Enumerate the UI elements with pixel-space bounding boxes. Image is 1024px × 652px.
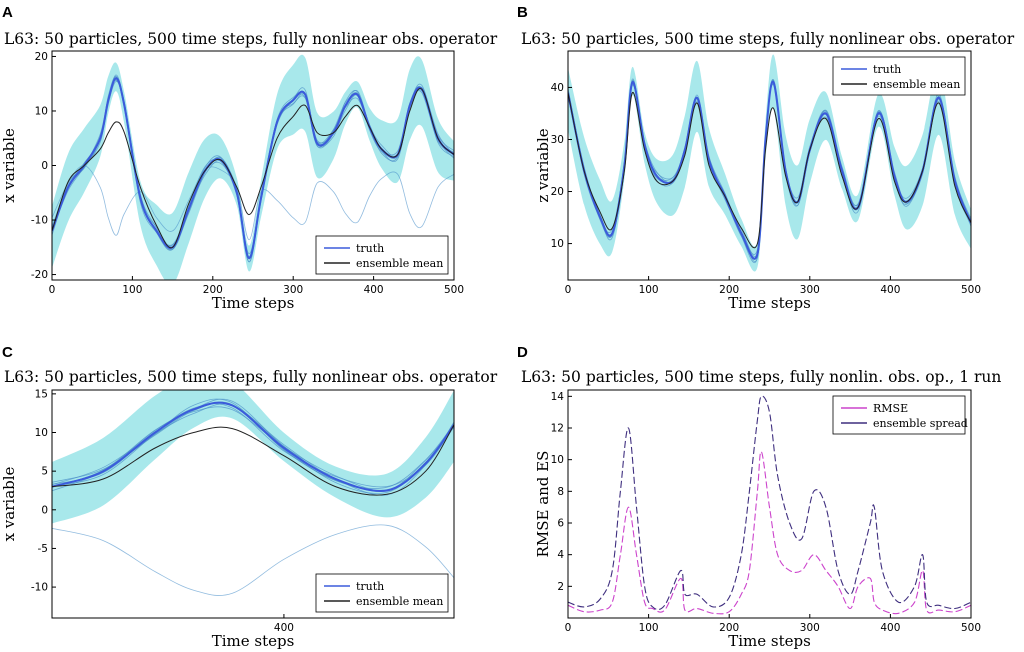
panel-a-title: L63: 50 particles, 500 time steps, fully…	[4, 30, 498, 48]
panel-d-spread-line	[568, 395, 971, 611]
panel-a-ytick-label-0: -20	[31, 269, 48, 281]
panel-d-xlabel: Time steps	[728, 632, 811, 650]
panel-c-ytick-label-3: 5	[41, 466, 48, 478]
panel-a-xtick-label-0: 0	[49, 284, 56, 296]
panel-a-mean-line	[52, 87, 454, 249]
panel-c-ytick-label-1: -5	[38, 543, 48, 555]
panel-a-legend: truth ensemble mean	[315, 235, 449, 275]
panel-d-plot-area	[568, 395, 971, 615]
panel-b-ylabel: z variable	[534, 128, 552, 202]
panel-b-legend-label-1: ensemble mean	[873, 78, 960, 91]
panel-d-ytick-label-6: 14	[551, 391, 565, 403]
panel-a-legend-label-1: ensemble mean	[356, 257, 443, 270]
panel-a-xtick-label-4: 400	[364, 284, 384, 296]
panel-b-xtick-label-1: 100	[639, 284, 659, 296]
panel-d-xtick-label-4: 400	[880, 622, 900, 634]
panel-a-legend-box	[315, 235, 449, 275]
panel-b-xtick-label-4: 400	[880, 284, 900, 296]
panel-a-ytick-label-1: -10	[31, 215, 48, 227]
panel-d-xtick-label-5: 500	[961, 622, 981, 634]
panel-b-mean-line	[568, 92, 971, 249]
panel-letter-b: B	[517, 4, 528, 21]
panel-c-mirror-branch	[52, 524, 454, 596]
panel-d-ylabel: RMSE and ES	[534, 451, 552, 558]
panel-a-xlabel: Time steps	[212, 294, 295, 312]
panel-b-xlabel: Time steps	[728, 294, 811, 312]
panel-c-ylabel: x variable	[0, 466, 18, 541]
panel-d-xtick-label-1: 100	[639, 622, 659, 634]
panel-d-xtick-label-2: 200	[719, 622, 739, 634]
panel-a-plot-area	[52, 54, 454, 280]
panel-a-ytick-label-3: 10	[35, 105, 48, 117]
panel-d-ytick-label-3: 8	[557, 486, 564, 498]
panel-b-legend-box	[832, 56, 966, 96]
panel-a-mirror-branch	[52, 165, 454, 241]
panel-a-plot: 0 100 200 300 400 500 -20 -10 0 10 20 Time steps x v…	[0, 50, 464, 312]
panel-b-axes-frame	[567, 50, 972, 281]
panel-c-title: L63: 50 particles, 500 time steps, fully…	[4, 368, 498, 386]
panel-c-ytick-label-5: 15	[35, 388, 48, 400]
panel-d-legend-label-1: ensemble spread	[873, 417, 968, 430]
panel-b-title: L63: 50 particles, 500 time steps, fully…	[521, 30, 1015, 48]
panel-b-ytick-label-3: 40	[551, 82, 564, 94]
panel-a-xtick-label-2: 200	[203, 284, 223, 296]
panel-c-axes-frame	[51, 389, 455, 619]
panel-d-legend: RMSE ensemble spread	[832, 395, 968, 435]
panel-d-plot: 0 100 200 300 400 500 2 4 6 8 10 12 14 Time steps RMSE…	[534, 389, 981, 650]
panel-b-legend-label-0: truth	[873, 63, 901, 76]
panel-a-ylabel: x variable	[0, 128, 18, 203]
panel-letter-a: A	[2, 4, 13, 21]
panel-d-ytick-label-1: 4	[557, 549, 564, 561]
panel-b-xtick-label-2: 200	[719, 284, 739, 296]
panel-c-plot: 400 -10 -5 0 5 10 15 Time steps x variable truth e…	[0, 388, 455, 650]
panel-a-ytick-label-4: 20	[35, 51, 48, 63]
panel-d-legend-label-0: RMSE	[873, 402, 908, 415]
panel-d-ytick-label-4: 10	[551, 454, 564, 466]
panel-d-title: L63: 50 particles, 500 time steps, fully…	[521, 368, 1002, 386]
panel-c-legend-box	[315, 573, 449, 613]
panel-b-ytick-label-0: 10	[551, 238, 564, 250]
panel-d-ytick-label-0: 2	[557, 581, 564, 593]
panel-c-mean-line	[52, 424, 454, 496]
panel-a-xtick-label-1: 100	[122, 284, 142, 296]
panel-d-xtick-label-0: 0	[565, 622, 572, 634]
panel-c-legend-label-1: ensemble mean	[356, 595, 443, 608]
panel-letter-c: C	[2, 344, 13, 361]
panel-b-plot-area	[568, 54, 971, 272]
panel-a-xtick-label-3: 300	[283, 284, 303, 296]
panel-c-plot-area	[52, 390, 454, 596]
panel-c-xlabel: Time steps	[212, 632, 295, 650]
panel-c-ytick-label-4: 10	[35, 427, 48, 439]
panel-a-legend-label-0: truth	[356, 242, 384, 255]
panel-d-legend-box	[832, 395, 966, 435]
panel-b-ytick-label-1: 20	[551, 186, 564, 198]
panel-d-ytick-label-2: 6	[557, 518, 564, 530]
panel-d-axes-frame	[567, 389, 972, 619]
panel-a-xtick-label-5: 500	[444, 284, 464, 296]
panel-b-legend: truth ensemble mean	[832, 56, 966, 96]
panel-d-xtick-label-3: 300	[800, 622, 820, 634]
panel-letter-d: D	[517, 344, 528, 361]
panel-c-spread-band	[52, 390, 454, 524]
panel-b-xtick-label-5: 500	[961, 284, 981, 296]
panel-b-ytick-label-2: 30	[551, 134, 564, 146]
panel-c-ytick-label-2: 0	[41, 504, 48, 516]
panel-c-ensemble-member-5	[52, 402, 454, 496]
panel-c-truth-line	[52, 401, 454, 493]
panel-a-ytick-label-2: 0	[41, 160, 48, 172]
panel-b-xtick-label-3: 300	[800, 284, 820, 296]
panel-b-xtick-label-0: 0	[565, 284, 572, 296]
panel-d-rmse-line	[568, 451, 971, 615]
panel-c-legend-label-0: truth	[356, 580, 384, 593]
panel-b-plot: 0 100 200 300 400 500 10 20 30 40 Time steps z vari…	[534, 50, 981, 312]
panel-d-ytick-label-5: 12	[551, 423, 564, 435]
panel-c-xtick-label-0: 400	[274, 622, 294, 634]
panel-c-legend: truth ensemble mean	[315, 573, 449, 613]
panel-c-ytick-label-0: -10	[31, 582, 48, 594]
